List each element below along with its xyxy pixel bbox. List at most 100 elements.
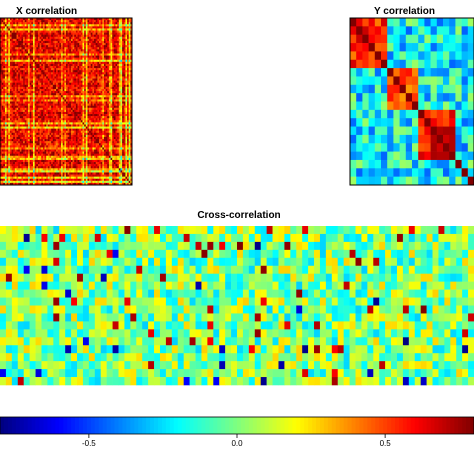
x-correlation-cell [105, 36, 108, 40]
x-correlation-cell [3, 28, 6, 31]
x-correlation-cell [74, 38, 77, 42]
x-correlation-cell [52, 49, 55, 52]
x-correlation-cell [72, 88, 75, 92]
x-correlation-cell [11, 114, 14, 117]
x-correlation-cell [66, 134, 68, 138]
x-correlation-cell [62, 38, 65, 42]
x-correlation-cell [51, 49, 54, 52]
x-correlation-cell [127, 72, 129, 75]
x-correlation-cell [72, 114, 75, 117]
x-correlation-cell [115, 53, 118, 56]
x-correlation-cell [115, 57, 118, 61]
x-correlation-cell [8, 49, 11, 52]
x-correlation-cell [51, 126, 54, 129]
x-correlation-cell [44, 26, 47, 29]
x-correlation-cell [95, 120, 98, 123]
x-correlation-cell [72, 26, 75, 29]
x-correlation-cell [64, 128, 67, 132]
x-correlation-cell [118, 43, 121, 46]
x-correlation-cell [8, 55, 11, 58]
x-correlation-cell [103, 111, 106, 115]
x-correlation-cell [77, 49, 80, 52]
x-correlation-cell [105, 130, 108, 134]
x-correlation-cell [79, 63, 82, 67]
x-correlation-cell [110, 116, 113, 119]
x-correlation-cell [95, 116, 98, 119]
x-correlation-cell [28, 114, 30, 117]
x-correlation-cell [23, 20, 26, 23]
x-correlation-cell [56, 111, 59, 115]
x-correlation-cell [1, 141, 4, 144]
x-correlation-cell [31, 101, 34, 104]
x-correlation-cell [47, 61, 50, 65]
x-correlation-cell [18, 82, 21, 86]
x-correlation-cell [89, 61, 92, 65]
x-correlation-cell [59, 109, 62, 113]
x-correlation-cell [118, 45, 121, 48]
x-correlation-cell [36, 86, 39, 90]
x-correlation-cell [3, 76, 6, 79]
x-correlation-cell [72, 55, 75, 58]
x-correlation-cell [37, 134, 40, 138]
x-correlation-cell [103, 47, 106, 50]
x-correlation-cell [51, 59, 54, 63]
x-correlation-cell [13, 76, 16, 79]
x-correlation-cell [118, 18, 121, 21]
x-correlation-cell [90, 40, 93, 44]
x-correlation-cell [0, 53, 2, 56]
x-correlation-cell [94, 22, 96, 25]
x-correlation-cell [26, 36, 29, 40]
x-correlation-cell [61, 95, 63, 98]
x-correlation-cell [97, 91, 100, 94]
x-correlation-cell [3, 55, 6, 58]
x-correlation-cell [41, 118, 44, 121]
x-correlation-cell [33, 24, 35, 27]
x-correlation-cell [64, 28, 67, 31]
x-correlation-cell [123, 82, 126, 86]
x-correlation-cell [125, 74, 128, 77]
x-correlation-cell [95, 45, 98, 48]
x-correlation-cell [74, 82, 77, 86]
x-correlation-cell [19, 136, 22, 140]
x-correlation-cell [80, 36, 83, 40]
x-correlation-cell [54, 101, 57, 104]
x-correlation-cell [85, 76, 88, 79]
x-correlation-cell [105, 143, 108, 146]
x-correlation-cell [42, 111, 45, 115]
x-correlation-cell [118, 107, 121, 111]
x-correlation-cell [100, 84, 103, 88]
x-correlation-cell [112, 18, 115, 21]
x-correlation-cell [59, 84, 62, 88]
x-correlation-cell [42, 122, 45, 125]
x-correlation-cell [67, 97, 70, 100]
x-correlation-cell [24, 97, 27, 100]
x-correlation-cell [46, 30, 49, 33]
x-correlation-cell [84, 38, 87, 42]
x-correlation-cell [122, 66, 125, 69]
x-correlation-cell [99, 116, 101, 119]
x-correlation-cell [39, 122, 42, 125]
x-correlation-cell [0, 84, 2, 88]
x-correlation-cell [61, 70, 63, 73]
x-correlation-cell [67, 57, 70, 61]
x-correlation-cell [37, 114, 40, 117]
x-correlation-cell [16, 95, 19, 98]
x-correlation-cell [103, 72, 106, 75]
x-correlation-cell [120, 34, 123, 38]
x-correlation-cell [51, 139, 54, 142]
x-correlation-cell [36, 134, 39, 138]
x-correlation-cell [23, 145, 26, 148]
x-correlation-cell [87, 111, 90, 115]
x-correlation-cell [108, 55, 111, 58]
x-correlation-cell [36, 82, 39, 86]
x-correlation-cell [56, 22, 59, 25]
x-correlation-cell [127, 59, 129, 63]
x-correlation-cell [51, 86, 54, 90]
x-correlation-cell [118, 30, 121, 33]
x-correlation-cell [80, 24, 83, 27]
x-correlation-cell [34, 114, 37, 117]
x-correlation-cell [125, 78, 128, 81]
x-correlation-cell [67, 40, 70, 44]
x-correlation-cell [36, 105, 39, 109]
x-correlation-cell [29, 105, 32, 109]
